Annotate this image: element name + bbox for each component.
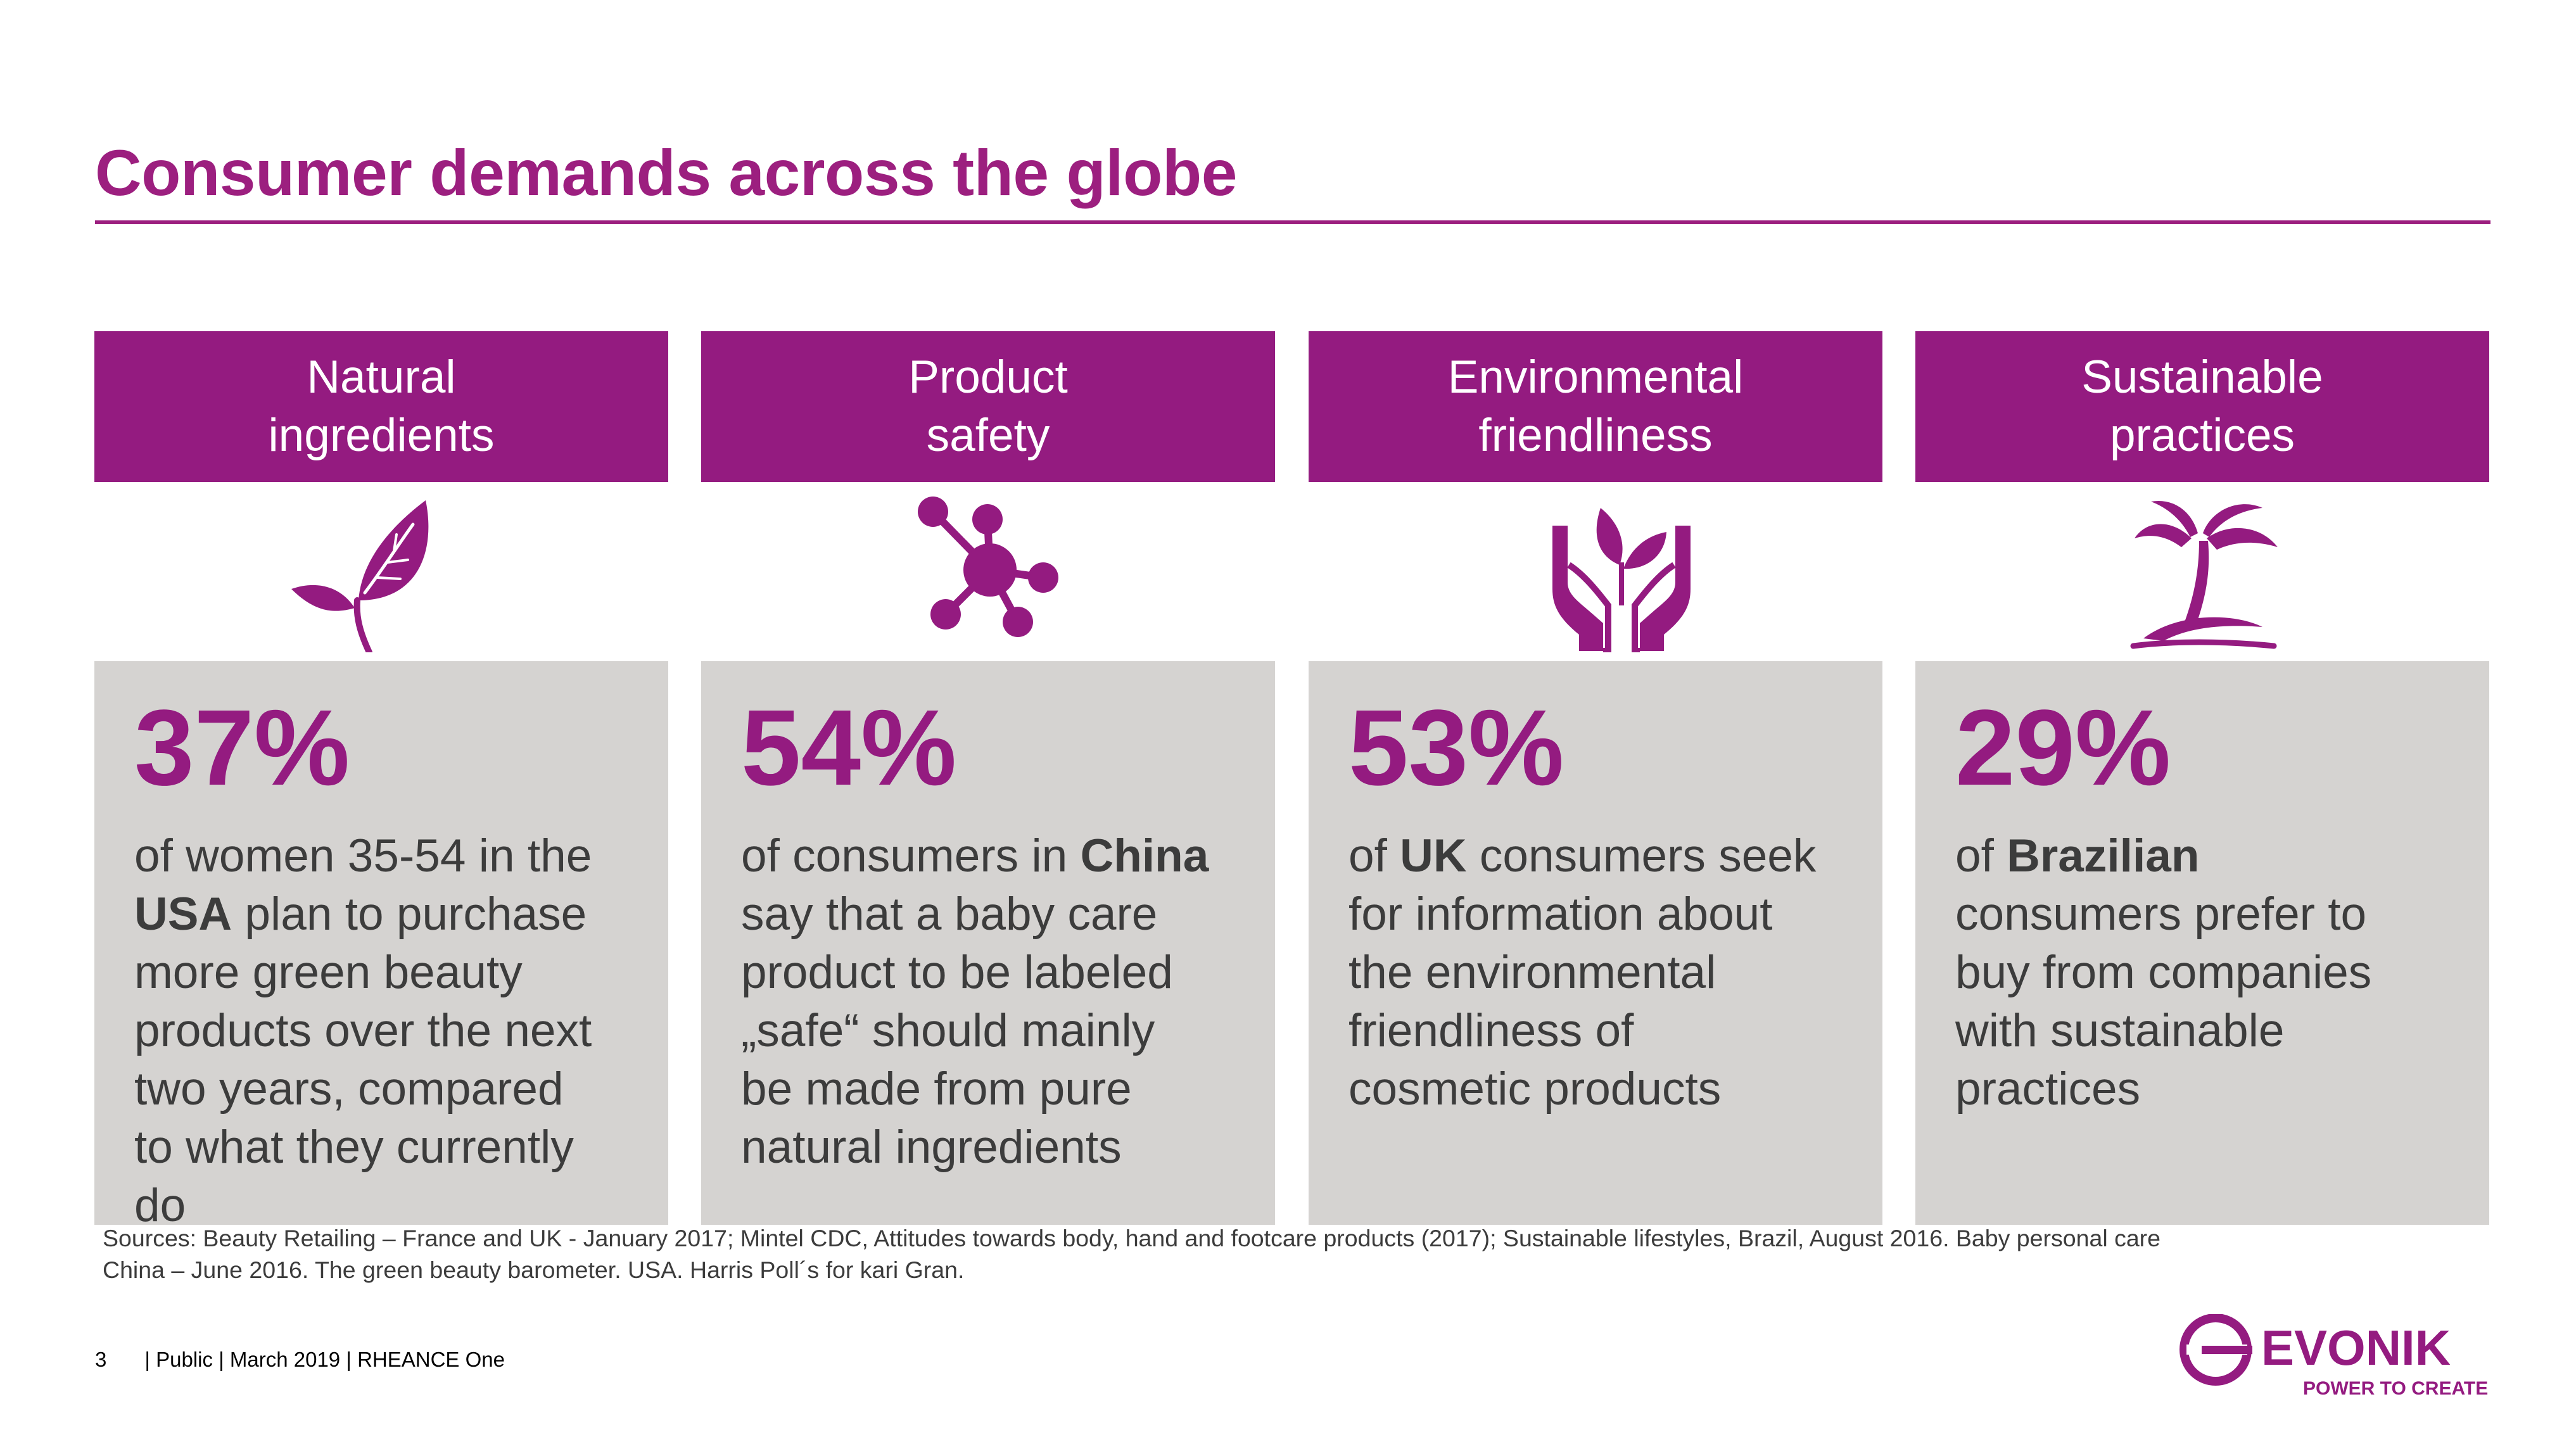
description-text: the environmental: [1348, 947, 1716, 998]
leaf-sprout-icon: [279, 494, 437, 652]
description-line: products over the next: [134, 1002, 654, 1060]
description-line: of Brazilian: [1955, 827, 2475, 885]
description-line: be made from pure: [741, 1060, 1260, 1118]
description-text: buy from companies: [1955, 947, 2372, 998]
description-text: practices: [1955, 1063, 2141, 1115]
description-line: cosmetic products: [1348, 1060, 1868, 1118]
highlight-text: USA: [134, 889, 232, 940]
stat-card-natural-ingredients: 37% of women 35-54 in the USA plan to pur…: [94, 661, 668, 1225]
title-rule: [95, 220, 2490, 224]
description-line: consumers prefer to: [1955, 885, 2475, 944]
description-line: of UK consumers seek: [1348, 827, 1868, 885]
header-line-1: Environmental: [1447, 351, 1744, 403]
header-line-2: ingredients: [268, 410, 495, 461]
header-line-2: practices: [2109, 410, 2295, 461]
description-text: of: [1348, 830, 1400, 882]
description-line: of consumers in China: [741, 827, 1260, 885]
description-text: products over the next: [134, 1005, 592, 1056]
description-line: do: [134, 1177, 654, 1225]
description-line: product to be labeled: [741, 944, 1260, 1002]
highlight-text: Brazilian: [2007, 830, 2200, 882]
page-number: 3: [95, 1348, 107, 1371]
description-text: cosmetic products: [1348, 1063, 1722, 1115]
header-line-2: friendliness: [1478, 410, 1713, 461]
stat-value: 37%: [134, 688, 350, 808]
stat-value: 29%: [1955, 688, 2171, 808]
header-natural-ingredients: Natural ingredients: [94, 331, 668, 482]
stat-card-environmental-friendliness: 53% of UK consumers seek for information …: [1309, 661, 1882, 1225]
palm-tree-icon: [2128, 494, 2287, 652]
logo-wordmark: EVONIK: [2261, 1320, 2451, 1376]
description-text: natural ingredients: [741, 1122, 1122, 1173]
description-text: friendliness of: [1348, 1005, 1634, 1056]
description-text: consumers prefer to: [1955, 889, 2367, 940]
description-line: practices: [1955, 1060, 2475, 1118]
description-line: USA plan to purchase: [134, 885, 654, 944]
stat-description: of Brazilian consumers prefer to buy from …: [1955, 827, 2475, 1118]
header-product-safety: Product safety: [701, 331, 1275, 482]
description-line: friendliness of: [1348, 1002, 1868, 1060]
stat-card-product-safety: 54% of consumers in China say that a baby…: [701, 661, 1275, 1225]
description-line: the environmental: [1348, 944, 1868, 1002]
description-text: product to be labeled: [741, 947, 1173, 998]
header-line-2: safety: [926, 410, 1050, 461]
description-line: natural ingredients: [741, 1118, 1260, 1177]
stat-value: 53%: [1348, 688, 1564, 808]
footer-info: | Public | March 2019 | RHEANCE One: [144, 1348, 505, 1371]
stat-value: 54%: [741, 688, 957, 808]
description-text: two years, compared: [134, 1063, 564, 1115]
stat-description: of consumers in China say that a baby car…: [741, 827, 1260, 1177]
description-line: to what they currently: [134, 1118, 654, 1177]
description-text: with sustainable: [1955, 1005, 2285, 1056]
description-line: „safe“ should mainly: [741, 1002, 1260, 1060]
molecule-icon: [909, 494, 1067, 652]
stat-description: of UK consumers seek for information abou…: [1348, 827, 1868, 1118]
sources-line-1: Sources: Beauty Retailing – France and U…: [103, 1225, 2161, 1251]
highlight-text: UK: [1400, 830, 1467, 882]
description-text: of consumers in: [741, 830, 1081, 882]
description-text: plan to purchase: [232, 889, 587, 940]
description-line: say that a baby care: [741, 885, 1260, 944]
description-text: of women 35-54 in the: [134, 830, 592, 882]
description-text: for information about: [1348, 889, 1773, 940]
description-text: to what they currently: [134, 1122, 574, 1173]
sources-note: Sources: Beauty Retailing – France and U…: [103, 1222, 2484, 1286]
description-line: two years, compared: [134, 1060, 654, 1118]
description-text: more green beauty: [134, 947, 523, 998]
stat-card-sustainable-practices: 29% of Brazilian consumers prefer to buy f…: [1915, 661, 2489, 1225]
logo-tagline: POWER TO CREATE: [2303, 1378, 2488, 1399]
slide-title: Consumer demands across the globe: [95, 137, 1237, 209]
header-line-1: Natural: [307, 351, 456, 403]
highlight-text: China: [1080, 830, 1209, 882]
description-text: do: [134, 1180, 186, 1225]
description-text: consumers seek: [1466, 830, 1817, 882]
header-environmental-friendliness: Environmental friendliness: [1309, 331, 1882, 482]
header-line-1: Product: [908, 351, 1068, 403]
description-line: buy from companies: [1955, 944, 2475, 1002]
description-line: more green beauty: [134, 944, 654, 1002]
description-text: say that a baby care: [741, 889, 1158, 940]
slide-footer: 3 | Public | March 2019 | RHEANCE One: [95, 1348, 505, 1372]
stat-description: of women 35-54 in the USA plan to purchas…: [134, 827, 654, 1225]
description-line: of women 35-54 in the: [134, 827, 654, 885]
description-text: „safe“ should mainly: [741, 1005, 1155, 1056]
description-line: with sustainable: [1955, 1002, 2475, 1060]
description-line: for information about: [1348, 885, 1868, 944]
sources-line-2: China – June 2016. The green beauty baro…: [103, 1256, 965, 1283]
header-line-1: Sustainable: [2081, 351, 2323, 403]
description-text: of: [1955, 830, 2007, 882]
description-text: be made from pure: [741, 1063, 1132, 1115]
hands-holding-plant-icon: [1542, 494, 1701, 652]
header-sustainable-practices: Sustainable practices: [1915, 331, 2489, 482]
evonik-logo: EVONIK POWER TO CREATE: [2179, 1314, 2502, 1400]
